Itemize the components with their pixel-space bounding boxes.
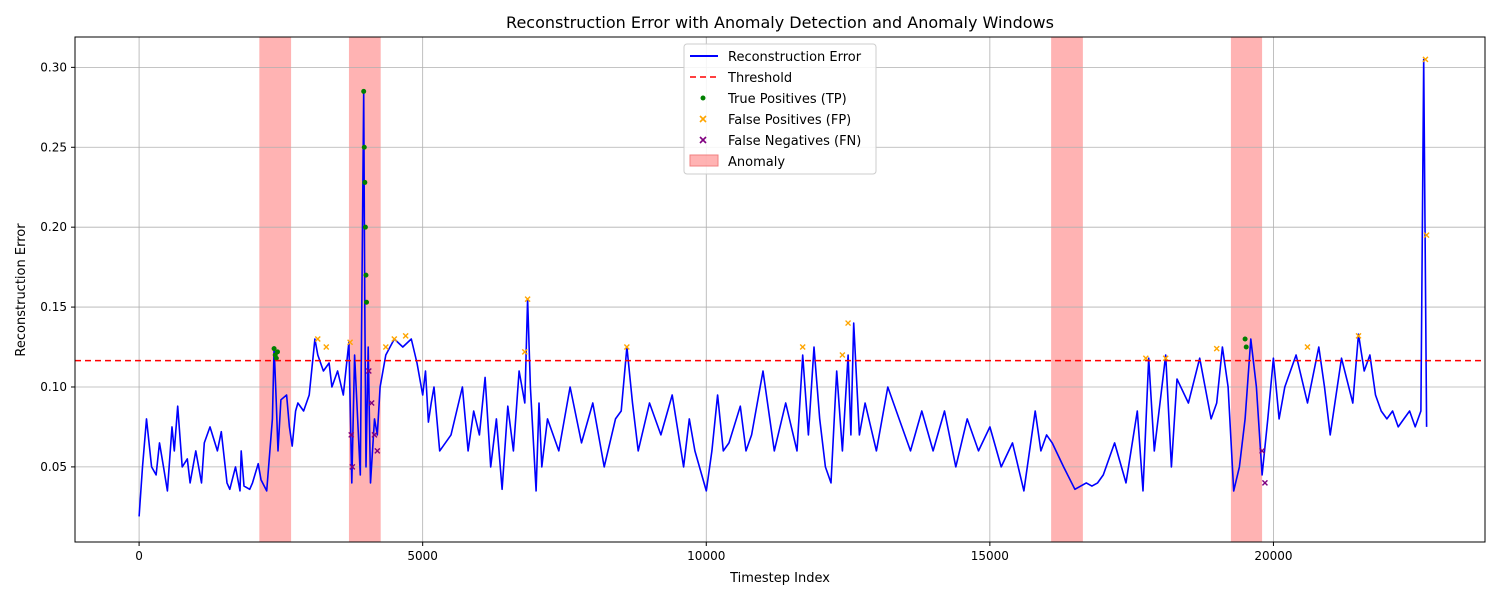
fn-point	[1261, 479, 1268, 486]
tp-point	[362, 179, 368, 185]
legend-marker-fn	[699, 136, 707, 144]
fp-point	[623, 344, 630, 351]
tp-point	[361, 144, 367, 150]
ticks: 0 5000 10000 15000 20000 0.05 0.10 0.15 0.20 0.25…	[40, 60, 1292, 563]
legend-label-fn: False Negatives (FN)	[728, 134, 861, 149]
y-tick-label: 0.25	[40, 140, 67, 154]
fp-point	[347, 339, 354, 346]
tp-point	[273, 355, 279, 361]
anomaly-windows	[259, 37, 1263, 542]
x-tick-label: 20000	[1254, 549, 1292, 563]
fn-point	[368, 399, 375, 406]
anomaly-window-2	[1051, 37, 1083, 542]
tp-point	[274, 349, 280, 355]
legend-label-threshold: Threshold	[727, 71, 792, 86]
legend-label-anomaly: Anomaly	[728, 155, 785, 170]
tp-point	[1243, 344, 1249, 350]
fp-point	[845, 320, 852, 327]
fn-point	[371, 431, 378, 438]
tp-point	[271, 346, 277, 352]
y-tick-label: 0.30	[40, 60, 67, 74]
fn-point	[349, 463, 356, 470]
legend-label-reconstruction-error: Reconstruction Error	[728, 50, 862, 65]
x-tick-label: 5000	[407, 549, 438, 563]
fp-point	[1422, 56, 1429, 63]
plot-frame	[74, 36, 1486, 543]
legend-label-tp: True Positives (TP)	[727, 92, 847, 107]
chart-title: Reconstruction Error with Anomaly Detect…	[506, 13, 1054, 32]
tp-point	[364, 299, 370, 305]
markers-layer	[271, 56, 1430, 486]
fp-point	[521, 348, 528, 355]
fp-point	[323, 344, 330, 351]
tp-point	[1242, 336, 1248, 342]
fp-point	[1423, 232, 1430, 239]
anomaly-window-0	[259, 37, 292, 542]
y-tick-label: 0.15	[40, 300, 67, 314]
fn-point	[374, 447, 381, 454]
y-axis-label: Reconstruction Error	[14, 223, 29, 357]
legend: Reconstruction Error Threshold True Posi…	[683, 43, 877, 175]
fp-point	[1355, 332, 1362, 339]
tp-point	[362, 224, 368, 230]
y-tick-label: 0.20	[40, 220, 67, 234]
x-tick-label: 10000	[687, 549, 725, 563]
legend-marker-fp	[699, 115, 707, 123]
legend-patch-anomaly	[689, 154, 719, 167]
fp-point	[402, 332, 409, 339]
tp-point	[361, 88, 367, 94]
series-line-reconstruction-error	[138, 58, 1428, 517]
x-tick-label: 0	[135, 549, 143, 563]
fp-point	[382, 344, 389, 351]
legend-marker-tp	[700, 95, 706, 101]
fp-point	[524, 296, 531, 303]
tp-point	[363, 272, 369, 278]
x-tick-label: 15000	[971, 549, 1009, 563]
anomaly-window-3	[1230, 37, 1263, 542]
y-tick-label: 0.10	[40, 380, 67, 394]
series-layer	[138, 58, 1428, 517]
y-tick-label: 0.05	[40, 460, 67, 474]
fn-point	[1259, 447, 1266, 454]
fn-point	[365, 368, 372, 374]
fp-point	[1304, 344, 1311, 351]
fn-point	[348, 431, 355, 438]
fp-point	[799, 344, 806, 351]
legend-label-fp: False Positives (FP)	[728, 113, 851, 128]
fp-point	[1213, 345, 1220, 352]
legend-box	[683, 43, 877, 175]
fp-point	[391, 336, 398, 343]
fp-point	[314, 336, 321, 343]
fp-point	[839, 352, 846, 359]
x-axis-label: Timestep Index	[729, 571, 830, 586]
